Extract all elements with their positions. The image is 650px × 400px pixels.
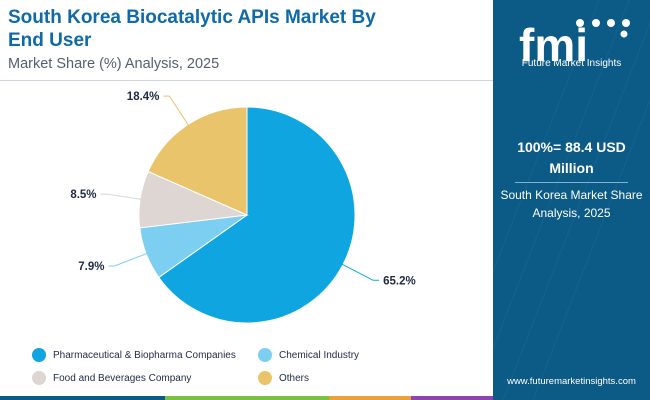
chart-subtitle: Market Share (%) Analysis, 2025 bbox=[8, 56, 220, 72]
legend-swatch-chemical bbox=[258, 348, 272, 362]
legend-label-food: Food and Beverages Company bbox=[53, 372, 192, 384]
leader-line-others bbox=[163, 95, 191, 129]
value-label-food: 8.5% bbox=[70, 189, 96, 201]
market-total-value: 100%= 88.4 USD Million bbox=[517, 139, 626, 176]
logo-caption: Future Market Insights bbox=[521, 58, 622, 69]
bottom-bar-segment-2 bbox=[165, 396, 329, 400]
title-divider bbox=[0, 80, 493, 81]
market-description: South Korea Market Share Analysis, 2025 bbox=[500, 188, 643, 220]
value-label-pharma: 65.2% bbox=[383, 275, 416, 287]
bottom-bar-segment-3 bbox=[329, 396, 411, 400]
logo-circle-icon-1 bbox=[576, 19, 584, 27]
bottom-bar-segment-4 bbox=[411, 396, 493, 400]
side-panel: fmi Future Market Insights 100%= 88.4 US… bbox=[493, 0, 650, 400]
legend: Pharmaceutical & Biopharma Companies Che… bbox=[32, 348, 492, 392]
pie-chart: 65.2% 7.9% 8.5% 18.4% bbox=[70, 91, 416, 324]
legend-swatch-pharma bbox=[32, 348, 46, 362]
legend-item-others: Others bbox=[258, 371, 309, 385]
title-block: South Korea Biocatalytic APIs Market By … bbox=[8, 6, 488, 72]
value-label-others: 18.4% bbox=[127, 91, 160, 103]
website-url: www.futuremarketinsights.com bbox=[507, 376, 636, 387]
legend-item-pharma: Pharmaceutical & Biopharma Companies bbox=[32, 348, 236, 362]
fmi-logo: fmi bbox=[519, 19, 630, 70]
legend-item-food: Food and Beverages Company bbox=[32, 371, 191, 385]
legend-label-chemical: Chemical Industry bbox=[279, 349, 360, 361]
leader-line-chemical bbox=[108, 251, 151, 267]
logo-circle-icon-2 bbox=[592, 19, 600, 27]
legend-item-chemical: Chemical Industry bbox=[258, 348, 359, 362]
chart-title: South Korea Biocatalytic APIs Market By … bbox=[8, 7, 376, 51]
panel-background-pattern bbox=[493, 0, 650, 400]
pie-slices bbox=[138, 106, 356, 324]
bottom-color-bar bbox=[0, 396, 493, 400]
panel-divider bbox=[515, 182, 628, 183]
logo-wordmark: fmi bbox=[519, 19, 588, 70]
value-label-chemical: 7.9% bbox=[78, 261, 104, 273]
leader-lines bbox=[100, 95, 380, 281]
legend-label-pharma: Pharmaceutical & Biopharma Companies bbox=[53, 349, 236, 361]
legend-label-others: Others bbox=[279, 372, 310, 384]
logo-circle-icon-3 bbox=[607, 19, 615, 27]
legend-swatch-others bbox=[258, 371, 272, 385]
bottom-bar-segment-1 bbox=[0, 396, 165, 400]
leader-line-pharma bbox=[339, 262, 380, 281]
legend-swatch-food bbox=[32, 371, 46, 385]
leader-line-food bbox=[100, 193, 145, 201]
value-labels: 65.2% 7.9% 8.5% 18.4% bbox=[70, 91, 415, 287]
logo-circle-icon-4 bbox=[622, 19, 630, 27]
